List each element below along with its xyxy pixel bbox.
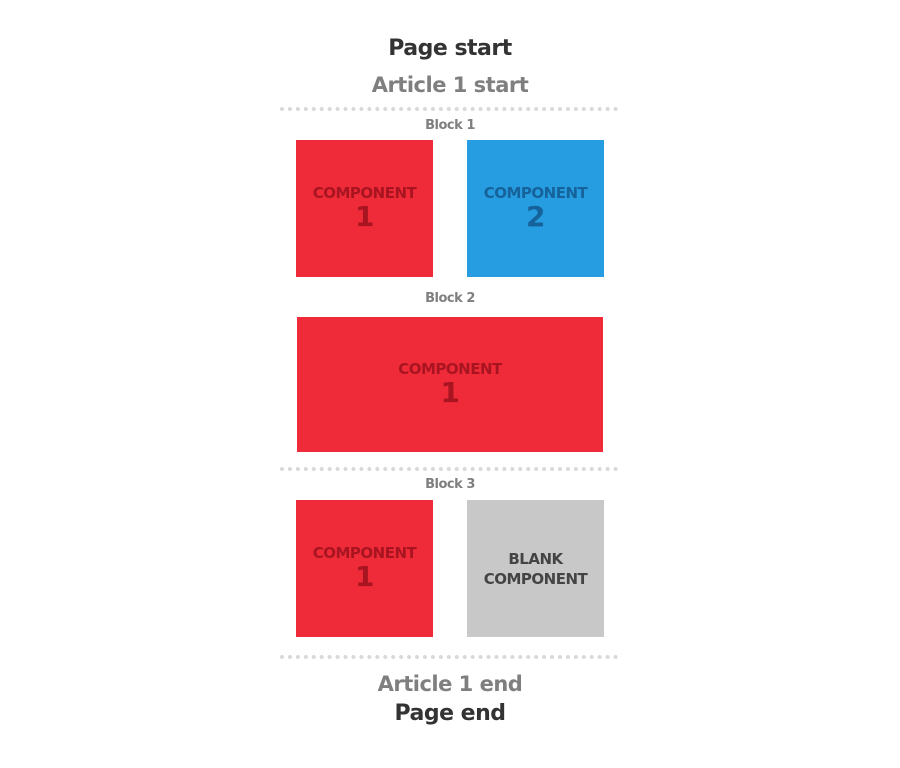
article-start-label: Article 1 start (371, 73, 529, 97)
block-1-component-2: COMPONENT 2 (467, 140, 604, 277)
blank-component-line-1: BLANK (508, 549, 563, 568)
block-divider (280, 467, 618, 471)
component-number: 2 (526, 200, 545, 233)
blank-component-line-2: COMPONENT (483, 569, 588, 588)
page-start-label: Page start (388, 36, 512, 61)
component-word: COMPONENT (312, 184, 417, 202)
component-word: COMPONENT (398, 360, 502, 378)
block-1-label: Block 1 (425, 118, 475, 133)
block-3-label: Block 3 (425, 477, 475, 492)
component-number: 1 (355, 200, 374, 233)
page-end-label: Page end (394, 701, 506, 726)
component-number: 1 (440, 376, 460, 409)
article-divider-bottom (280, 655, 618, 659)
article-divider-top (280, 107, 618, 111)
component-number: 1 (355, 560, 374, 593)
block-1-component-1: COMPONENT 1 (296, 140, 433, 277)
block-2-label: Block 2 (425, 291, 475, 306)
component-word: COMPONENT (312, 544, 417, 562)
component-word: COMPONENT (483, 184, 588, 202)
article-end-label: Article 1 end (377, 672, 523, 696)
block-3-blank-component: BLANK COMPONENT (467, 500, 604, 637)
block-3-component-1: COMPONENT 1 (296, 500, 433, 637)
block-2-component-1: COMPONENT 1 (297, 317, 603, 452)
